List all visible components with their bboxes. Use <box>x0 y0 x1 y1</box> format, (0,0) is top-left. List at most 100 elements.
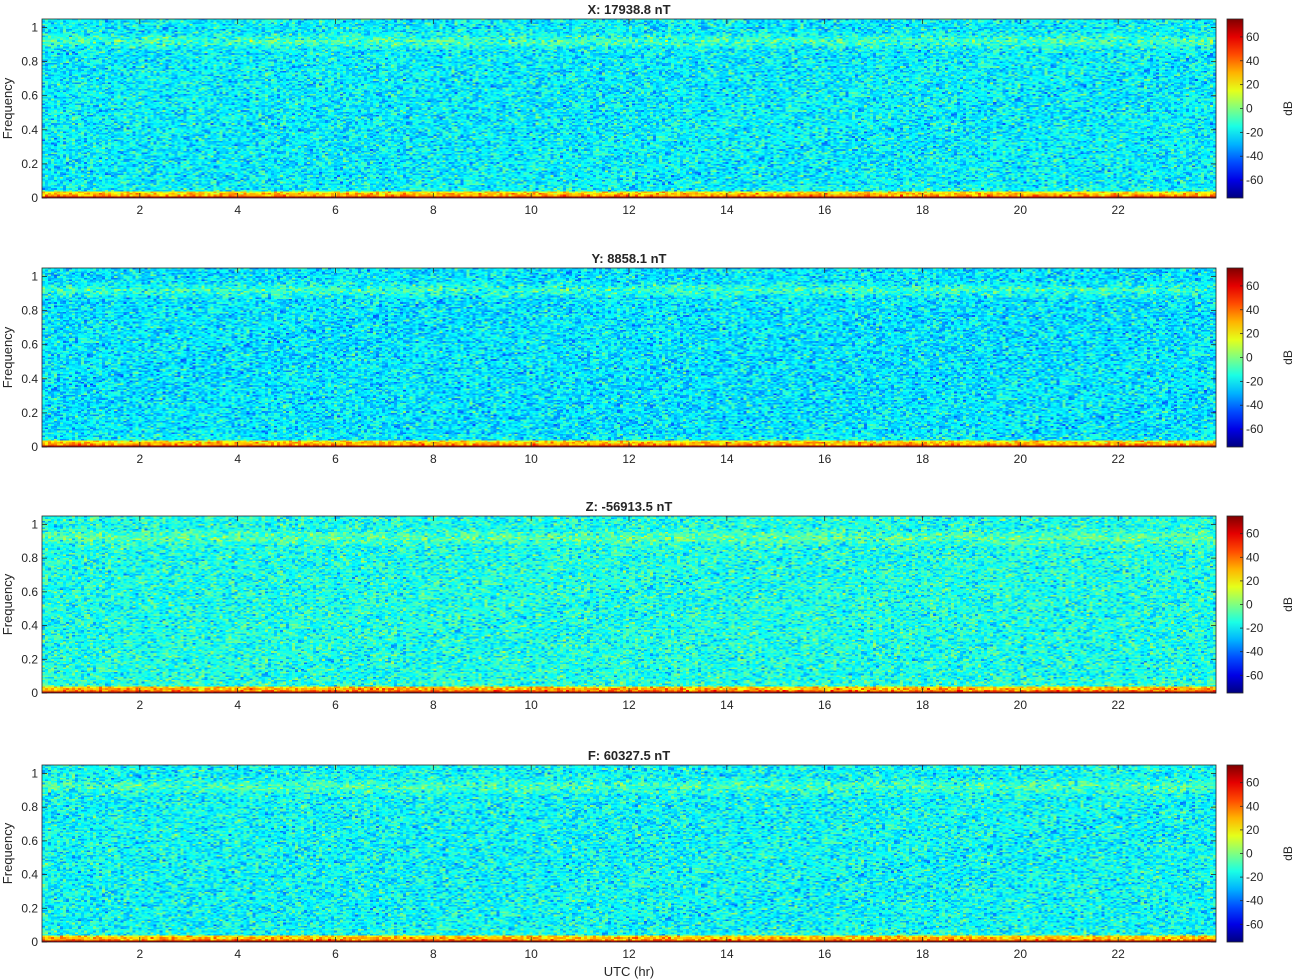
colorbar-tick-label: 60 <box>1246 279 1260 293</box>
colorbar-tick-label: 40 <box>1246 54 1260 68</box>
colorbar-tick-label: -20 <box>1246 870 1264 884</box>
panel-title: F: 60327.5 nT <box>588 748 670 763</box>
x-tick-label: 6 <box>332 947 339 961</box>
x-tick-label: 2 <box>136 698 143 712</box>
y-tick-label: 0.8 <box>21 800 38 814</box>
colorbar-tick-label: 40 <box>1246 550 1260 564</box>
y-tick-label: 0.4 <box>21 619 38 633</box>
y-tick-label: 0.4 <box>21 372 38 386</box>
x-tick-label: 12 <box>622 947 636 961</box>
panel-4: F: 60327.5 nT2 4 6 8 10 12 14 16 18 20 2200.20.40.… <box>0 748 1295 979</box>
x-tick-label: 22 <box>1111 452 1125 466</box>
colorbar: 60 40 20 0 -20 -40 -60 dB <box>1226 18 1295 199</box>
y-tick-label: 0 <box>31 935 38 949</box>
y-tick-label: 0.8 <box>21 55 38 69</box>
spectrogram-image <box>42 268 1216 447</box>
x-tick-label: 12 <box>622 698 636 712</box>
y-axis-label: Frequency <box>0 573 15 635</box>
colorbar-tick-label: -60 <box>1246 668 1264 682</box>
colorbar-tick-label: -20 <box>1246 374 1264 388</box>
y-tick-label: 0.8 <box>21 551 38 565</box>
x-tick-label: 10 <box>524 947 538 961</box>
colorbar-tick-label: 20 <box>1246 327 1260 341</box>
colorbar-tick-label: 20 <box>1246 78 1260 92</box>
y-tick-label: 0 <box>31 686 38 700</box>
x-tick-label: 4 <box>234 698 241 712</box>
colorbar-tick-label: 0 <box>1246 847 1253 861</box>
x-tick-label: 12 <box>622 452 636 466</box>
x-tick-label: 10 <box>524 452 538 466</box>
x-tick-label: 10 <box>524 698 538 712</box>
colorbar-tick-label: -40 <box>1246 398 1264 412</box>
x-axis-label: UTC (hr) <box>604 964 655 979</box>
x-tick-label: 20 <box>1014 452 1028 466</box>
y-tick-label: 0.6 <box>21 834 38 848</box>
colorbar-label: dB <box>1281 597 1295 612</box>
spectrogram-image <box>42 765 1216 942</box>
y-axis-label: Frequency <box>0 77 15 139</box>
colorbar-tick-label: -20 <box>1246 621 1264 635</box>
x-tick-label: 18 <box>916 203 930 217</box>
x-tick-label: 16 <box>818 452 832 466</box>
y-tick-label: 1 <box>31 21 38 35</box>
colorbar-tick-label: 60 <box>1246 527 1260 541</box>
y-tick-label: 1 <box>31 517 38 531</box>
panel-title: Y: 8858.1 nT <box>592 251 667 266</box>
colorbar-tick-label: 60 <box>1246 776 1260 790</box>
x-tick-label: 22 <box>1111 203 1125 217</box>
y-tick-label: 0 <box>31 191 38 205</box>
x-tick-label: 14 <box>720 452 734 466</box>
x-tick-label: 12 <box>622 203 636 217</box>
x-tick-label: 6 <box>332 698 339 712</box>
y-tick-label: 1 <box>31 766 38 780</box>
y-tick-label: 0.8 <box>21 304 38 318</box>
panel-2: Y: 8858.1 nT2 4 6 8 10 12 14 16 18 20 2200.20.40.6… <box>0 251 1295 466</box>
x-tick-label: 4 <box>234 203 241 217</box>
y-tick-label: 0.6 <box>21 89 38 103</box>
colorbar-tick-label: 20 <box>1246 823 1260 837</box>
panel-title: Z: -56913.5 nT <box>586 499 673 514</box>
x-tick-label: 2 <box>136 947 143 961</box>
colorbar-label: dB <box>1281 101 1295 116</box>
spectrogram-image <box>42 19 1216 198</box>
x-tick-label: 18 <box>916 698 930 712</box>
y-tick-label: 0.6 <box>21 585 38 599</box>
colorbar-label: dB <box>1281 846 1295 861</box>
colorbar-tick-label: -40 <box>1246 894 1264 908</box>
colorbar-tick-label: 0 <box>1246 351 1253 365</box>
spectrogram-image <box>42 516 1216 693</box>
x-tick-label: 16 <box>818 203 832 217</box>
x-tick-label: 14 <box>720 947 734 961</box>
colorbar-tick-label: -60 <box>1246 173 1264 187</box>
x-tick-label: 8 <box>430 452 437 466</box>
y-tick-label: 0.2 <box>21 157 38 171</box>
colorbar-label: dB <box>1281 350 1295 365</box>
x-tick-label: 8 <box>430 203 437 217</box>
x-tick-label: 16 <box>818 947 832 961</box>
colorbar: 60 40 20 0 -20 -40 -60 dB <box>1226 515 1295 694</box>
panel-title: X: 17938.8 nT <box>587 2 670 17</box>
colorbar-tick-label: 60 <box>1246 30 1260 44</box>
x-tick-label: 20 <box>1014 698 1028 712</box>
y-tick-label: 0.6 <box>21 338 38 352</box>
x-tick-label: 4 <box>234 947 241 961</box>
x-tick-label: 8 <box>430 947 437 961</box>
colorbar-tick-label: 20 <box>1246 574 1260 588</box>
y-tick-label: 0.2 <box>21 406 38 420</box>
x-tick-label: 2 <box>136 203 143 217</box>
colorbar-tick-label: 0 <box>1246 598 1253 612</box>
x-tick-label: 16 <box>818 698 832 712</box>
colorbar: 60 40 20 0 -20 -40 -60 dB <box>1226 267 1295 448</box>
x-tick-label: 18 <box>916 947 930 961</box>
y-axis-label: Frequency <box>0 822 15 884</box>
colorbar-tick-label: 40 <box>1246 303 1260 317</box>
y-tick-label: 0.2 <box>21 901 38 915</box>
y-tick-label: 0.4 <box>21 868 38 882</box>
y-tick-label: 0 <box>31 440 38 454</box>
x-tick-label: 10 <box>524 203 538 217</box>
x-tick-label: 6 <box>332 203 339 217</box>
x-tick-label: 2 <box>136 452 143 466</box>
colorbar-tick-label: -60 <box>1246 917 1264 931</box>
colorbar-tick-label: -60 <box>1246 422 1264 436</box>
